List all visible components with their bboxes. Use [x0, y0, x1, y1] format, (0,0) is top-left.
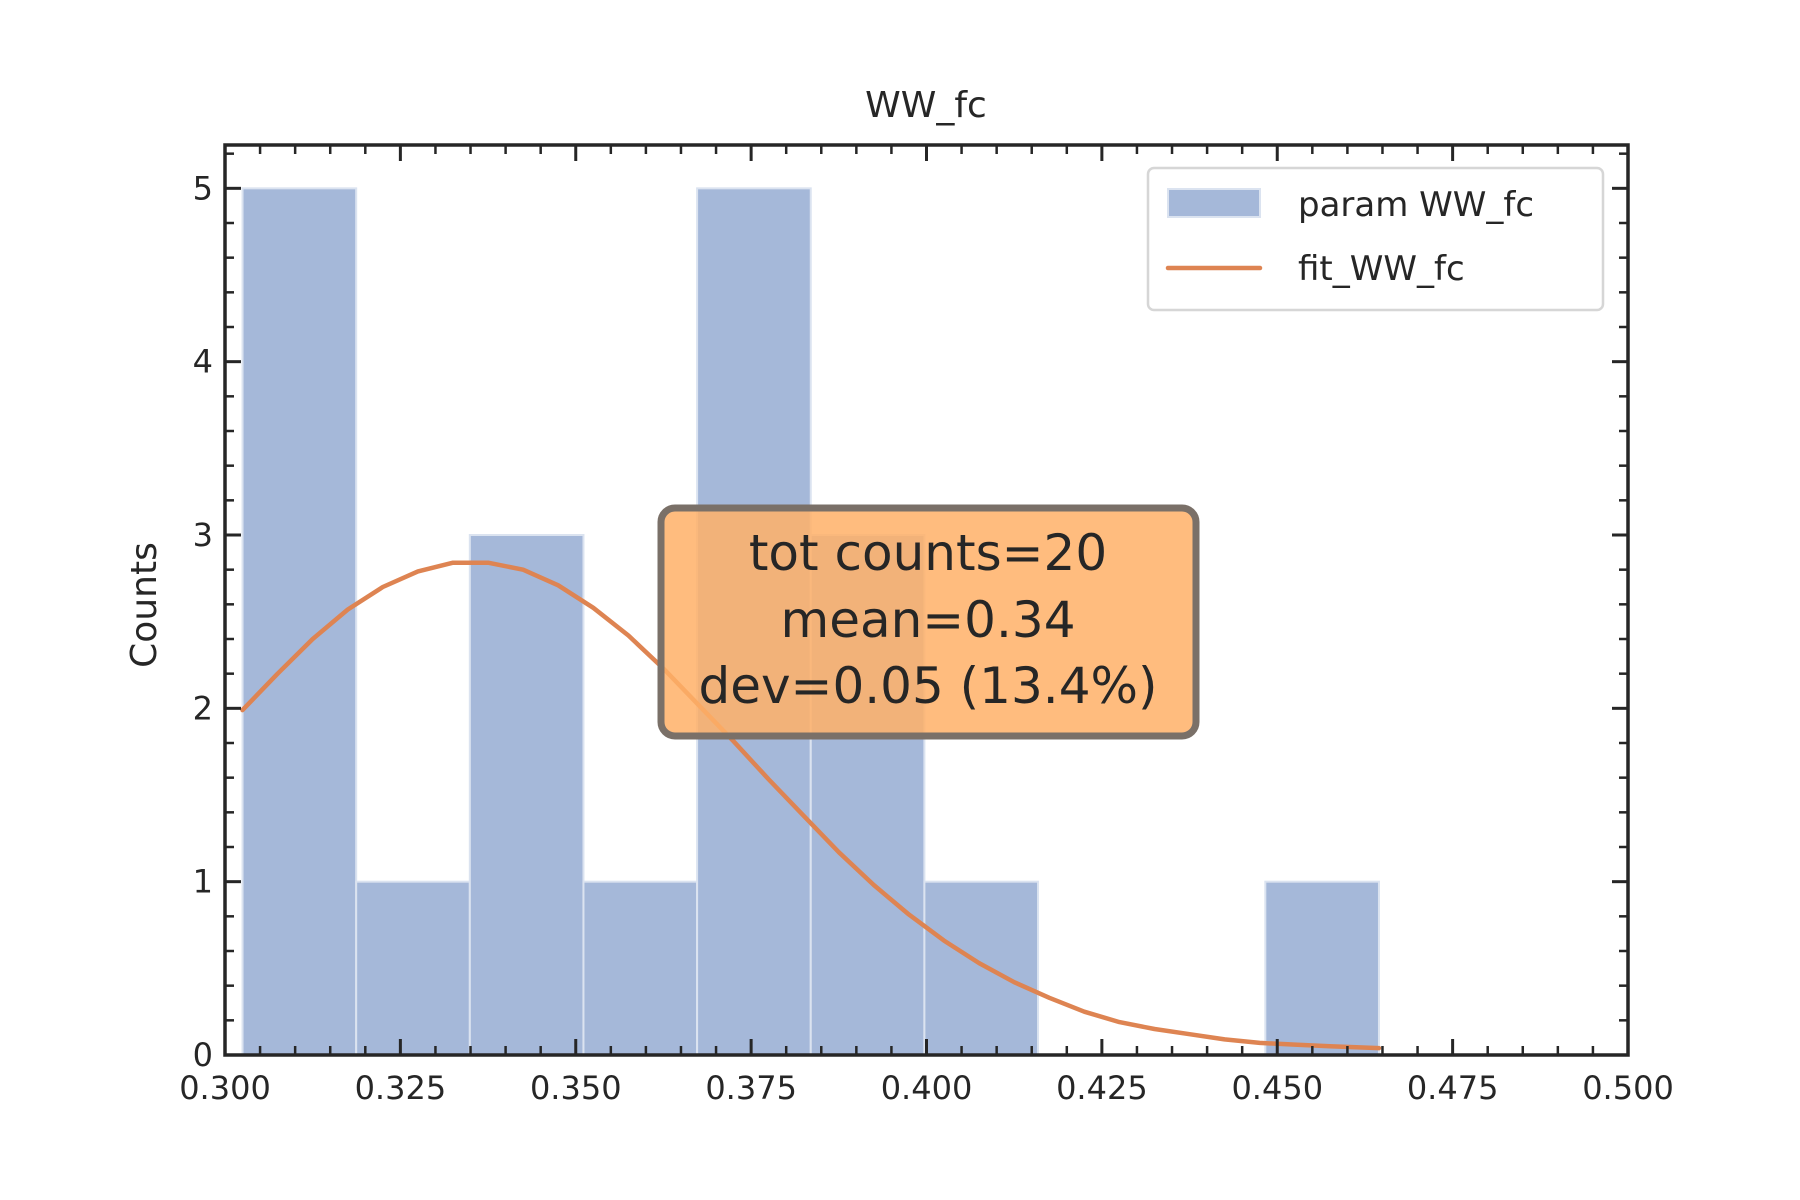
chart-title: WW_fc [865, 85, 987, 126]
histogram-bar [241, 187, 358, 1057]
stats-line: mean=0.34 [780, 591, 1075, 649]
y-tick-label: 3 [193, 516, 213, 554]
x-tick-label: 0.475 [1407, 1069, 1499, 1107]
y-tick-label: 2 [193, 689, 213, 727]
fit-curve-layer [240, 560, 1382, 1051]
x-tick-label: 0.375 [705, 1069, 797, 1107]
histogram-bar [923, 880, 1040, 1057]
stats-annotation: tot counts=20 mean=0.34 dev=0.05 (13.4%) [657, 504, 1200, 740]
fit-curve [240, 560, 1382, 1051]
stats-line: tot counts=20 [749, 524, 1107, 582]
x-tick-label: 0.400 [881, 1069, 973, 1107]
legend: param WW_fc fit_WW_fc [1146, 166, 1605, 312]
legend-label-fit: fit_WW_fc [1298, 249, 1465, 289]
y-axis-title: Counts [124, 542, 165, 668]
tick-labels: 0.300 0.325 0.350 0.375 0.400 0.425 0.450 0.475… [179, 169, 1674, 1107]
x-tick-label: 0.350 [530, 1069, 622, 1107]
histogram-bar [355, 880, 471, 1057]
x-tick-label: 0.325 [355, 1069, 447, 1107]
legend-swatch-histogram [1167, 188, 1261, 218]
stats-box [657, 504, 1200, 740]
axis-ticks [223, 145, 1630, 1057]
x-tick-label: 0.450 [1231, 1069, 1323, 1107]
x-tick-label: 0.300 [179, 1069, 271, 1107]
legend-box [1146, 166, 1605, 312]
y-tick-label: 0 [193, 1036, 213, 1074]
legend-label-histogram: param WW_fc [1298, 185, 1534, 225]
y-tick-label: 5 [193, 169, 213, 207]
x-tick-label: 0.500 [1582, 1069, 1674, 1107]
histogram-bar [1264, 880, 1380, 1057]
y-tick-label: 1 [193, 863, 213, 901]
stats-line: dev=0.05 (13.4%) [698, 657, 1157, 715]
x-tick-label: 0.425 [1056, 1069, 1148, 1107]
y-tick-label: 4 [193, 343, 213, 381]
histogram-bar [468, 534, 585, 1056]
histogram-bar [582, 880, 699, 1057]
